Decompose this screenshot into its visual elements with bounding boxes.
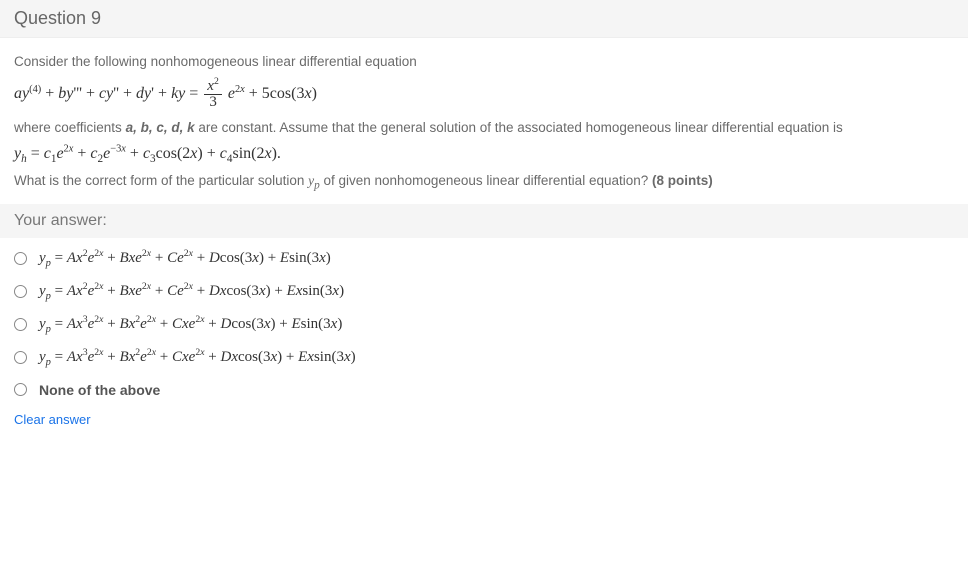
option-5-label: None of the above (39, 382, 160, 398)
your-answer-label: Your answer: (14, 212, 107, 229)
option-4-eq: yp = Ax3e2x + Bx2e2x + Cxe2x + Dxcos(3x)… (39, 349, 356, 366)
equation-homog: yh = c1e2x + c2e−3x + c3cos(2x) + c4sin(… (14, 145, 954, 163)
question-header: Question 9 (0, 0, 968, 38)
question-body: Consider the following nonhomogeneous li… (0, 38, 968, 192)
coeffs-text: where coefficients a, b, c, d, k are con… (14, 120, 954, 135)
option-4[interactable]: yp = Ax3e2x + Bx2e2x + Cxe2x + Dxcos(3x)… (14, 341, 954, 374)
ask-text: What is the correct form of the particul… (14, 173, 954, 192)
radio-icon[interactable] (14, 383, 27, 396)
question-title: Question 9 (14, 8, 101, 28)
option-2-eq: yp = Ax2e2x + Bxe2x + Ce2x + Dxcos(3x) +… (39, 283, 344, 300)
equation-main: ay(4) + by''' + cy'' + dy' + ky = x23 e2… (14, 79, 954, 110)
radio-icon[interactable] (14, 318, 27, 331)
coeffs-vars: a, b, c, d, k (126, 120, 195, 135)
options-list: yp = Ax2e2x + Bxe2x + Ce2x + Dcos(3x) + … (0, 238, 968, 406)
clear-answer-label: Clear answer (14, 412, 91, 427)
points: (8 points) (652, 173, 713, 188)
coeffs-pre: where coefficients (14, 120, 126, 135)
option-3[interactable]: yp = Ax3e2x + Bx2e2x + Cxe2x + Dcos(3x) … (14, 308, 954, 341)
clear-answer-link[interactable]: Clear answer (0, 406, 968, 437)
option-1[interactable]: yp = Ax2e2x + Bxe2x + Ce2x + Dcos(3x) + … (14, 242, 954, 275)
option-5[interactable]: None of the above (14, 374, 954, 406)
intro-text: Consider the following nonhomogeneous li… (14, 54, 954, 69)
coeffs-post: are constant. Assume that the general so… (195, 120, 843, 135)
option-1-eq: yp = Ax2e2x + Bxe2x + Ce2x + Dcos(3x) + … (39, 250, 331, 267)
option-2[interactable]: yp = Ax2e2x + Bxe2x + Ce2x + Dxcos(3x) +… (14, 275, 954, 308)
radio-icon[interactable] (14, 252, 27, 265)
ask-pre: What is the correct form of the particul… (14, 173, 308, 188)
radio-icon[interactable] (14, 351, 27, 364)
your-answer-header: Your answer: (0, 204, 968, 238)
radio-icon[interactable] (14, 285, 27, 298)
option-3-eq: yp = Ax3e2x + Bx2e2x + Cxe2x + Dcos(3x) … (39, 316, 342, 333)
ask-post: of given nonhomogeneous linear different… (320, 173, 652, 188)
